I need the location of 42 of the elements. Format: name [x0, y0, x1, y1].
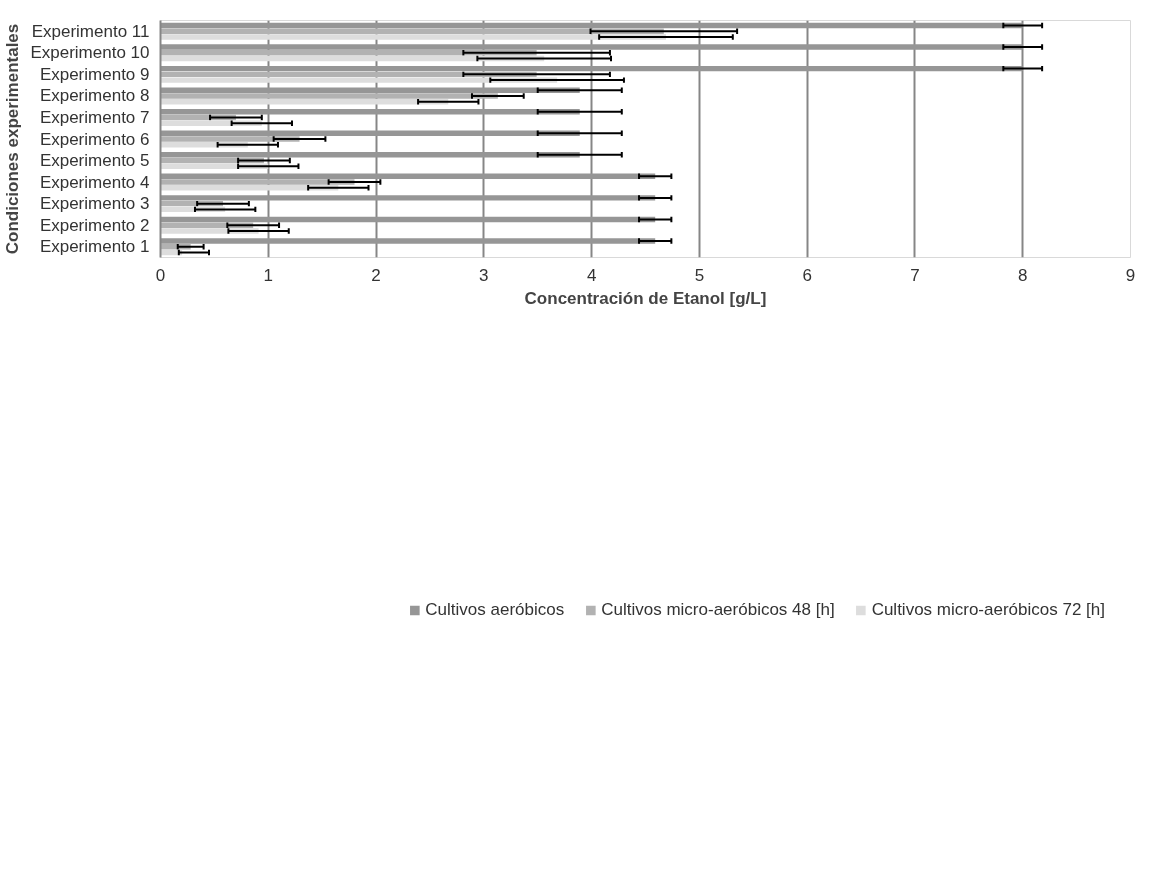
x-tick-label: 6 [802, 265, 812, 285]
x-tick-label: 2 [371, 265, 381, 285]
x-tick-label: 1 [263, 265, 274, 285]
bar [160, 22, 1023, 29]
x-tick-label: 0 [155, 265, 166, 285]
legend-label: Cultivos micro-aeróbicos 72 [h] [871, 600, 1105, 620]
bar [160, 216, 656, 223]
x-tick-label: 5 [694, 265, 705, 285]
y-tick-label: Experimento 9 [39, 64, 150, 84]
bar [160, 173, 656, 180]
y-tick-label: Experimento 10 [30, 43, 150, 63]
bar [160, 87, 580, 93]
y-tick-label: Experimento 5 [39, 151, 150, 171]
y-tick-label: Experimento 4 [39, 172, 150, 192]
y-tick-label: Experimento 7 [39, 107, 150, 127]
legend-label: Cultivos aeróbicos [425, 600, 565, 620]
y-tick-label: Experimento 1 [39, 237, 150, 257]
x-tick-label: 9 [1125, 265, 1136, 285]
y-tick-label: Experimento 6 [39, 129, 150, 149]
bar [160, 152, 580, 158]
y-axis-title: Condiciones experimentales [3, 23, 23, 255]
y-tick-label: Experimento 3 [39, 194, 150, 214]
y-tick-label: Experimento 11 [31, 21, 150, 41]
y-tick-label: Experimento 2 [39, 215, 150, 235]
x-axis-title: Concentración de Etanol [g/L] [524, 288, 767, 308]
x-tick-label: 4 [586, 265, 597, 285]
bar [160, 195, 656, 201]
bar [160, 34, 666, 40]
bar [160, 44, 1023, 50]
x-tick-label: 7 [910, 265, 920, 285]
bar [160, 50, 537, 56]
bar [160, 185, 339, 191]
y-tick-label: Experimento 8 [39, 86, 150, 106]
bar [160, 93, 498, 99]
bar [160, 77, 558, 83]
bar [160, 136, 300, 142]
legend-label: Cultivos micro-aeróbicos 48 [h] [601, 600, 835, 620]
bar [160, 238, 656, 244]
x-tick-label: 3 [479, 265, 489, 285]
x-tick-label: 8 [1017, 265, 1028, 285]
bar [160, 179, 355, 185]
bar [160, 65, 1023, 72]
